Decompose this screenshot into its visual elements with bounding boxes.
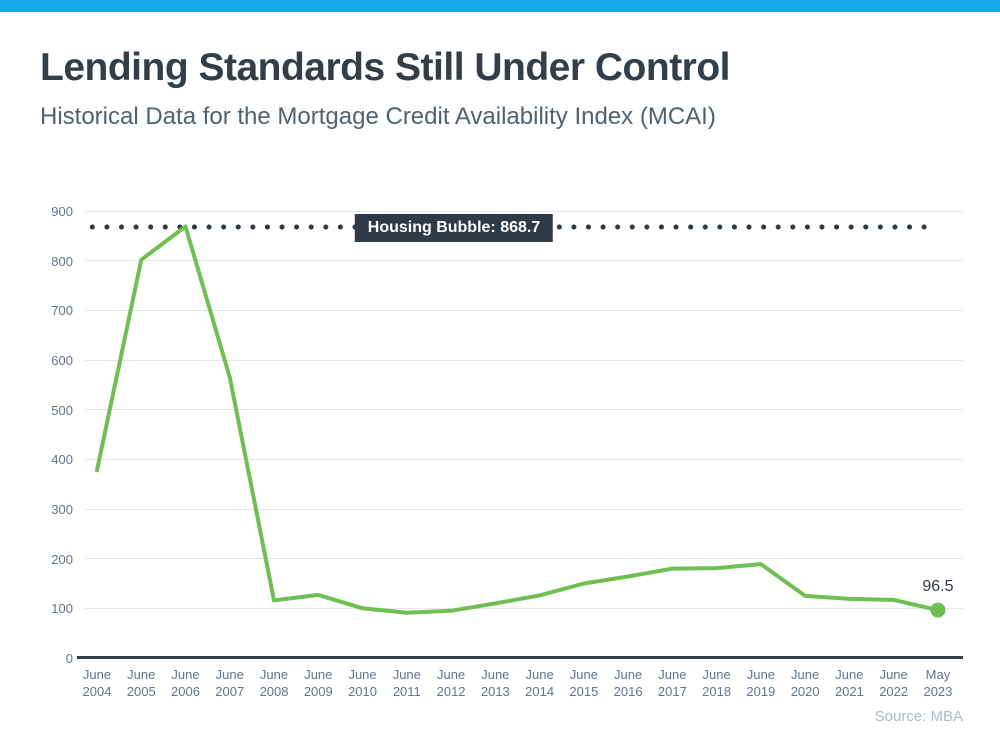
gridline <box>85 210 963 212</box>
gridline <box>85 359 963 361</box>
gridline <box>85 260 963 262</box>
page-title: Lending Standards Still Under Control <box>40 46 731 89</box>
y-tick-label: 500 <box>51 402 73 418</box>
housing-bubble-annotation: Housing Bubble: 868.7 <box>354 213 554 242</box>
y-tick-label: 100 <box>51 601 73 617</box>
gridline <box>85 409 963 411</box>
housing-bubble-annotation-label: Housing Bubble: 868.7 <box>367 218 541 236</box>
x-tick-label: June 2010 <box>348 667 377 699</box>
mcai-line <box>95 224 940 615</box>
x-tick-label: June 2012 <box>436 667 466 699</box>
x-tick-label: June 2018 <box>702 667 732 699</box>
x-tick-label: June 2013 <box>480 667 510 699</box>
y-tick-label: 700 <box>51 303 73 319</box>
x-tick-label: June 2005 <box>126 667 156 699</box>
x-tick-label: June 2008 <box>259 667 289 699</box>
gridline <box>85 309 963 311</box>
x-tick-label: June 2020 <box>790 667 820 699</box>
latest-value-dot <box>930 602 946 618</box>
x-tick-label: May 2023 <box>923 667 953 699</box>
x-tick-label: June 2016 <box>613 667 643 699</box>
y-tick-label: 200 <box>51 551 73 567</box>
y-tick-label: 800 <box>51 253 73 269</box>
y-tick-label: 400 <box>51 452 73 468</box>
x-tick-label: June 2007 <box>215 667 245 699</box>
page-subtitle: Historical Data for the Mortgage Credit … <box>40 103 716 130</box>
x-axis-line <box>77 656 963 659</box>
mcai-series-line <box>95 224 946 618</box>
x-tick-label: June 2009 <box>303 667 333 699</box>
x-tick-label: June 2022 <box>879 667 909 699</box>
x-tick-label: June 2014 <box>525 667 555 699</box>
x-tick-label: June 2004 <box>82 667 112 699</box>
y-tick-label: 0 <box>65 651 73 666</box>
x-tick-label: June 2017 <box>657 667 687 699</box>
source-label: Source: MBA <box>874 708 963 725</box>
gridline <box>85 558 963 560</box>
y-tick-label: 600 <box>51 353 73 368</box>
x-tick-label: June 2015 <box>569 667 599 699</box>
gridline <box>85 458 963 460</box>
gridline <box>85 508 963 510</box>
latest-value-label: 96.5 <box>922 578 954 596</box>
accent-top-bar <box>0 0 1000 12</box>
y-tick-label: 900 <box>51 204 73 219</box>
y-tick-label: 300 <box>51 502 73 517</box>
x-tick-label: June 2006 <box>171 667 200 699</box>
gridline <box>85 607 963 609</box>
x-tick-label: June 2019 <box>746 667 776 699</box>
x-tick-label: June 2021 <box>834 667 864 699</box>
x-tick-label: June 2011 <box>392 667 421 699</box>
